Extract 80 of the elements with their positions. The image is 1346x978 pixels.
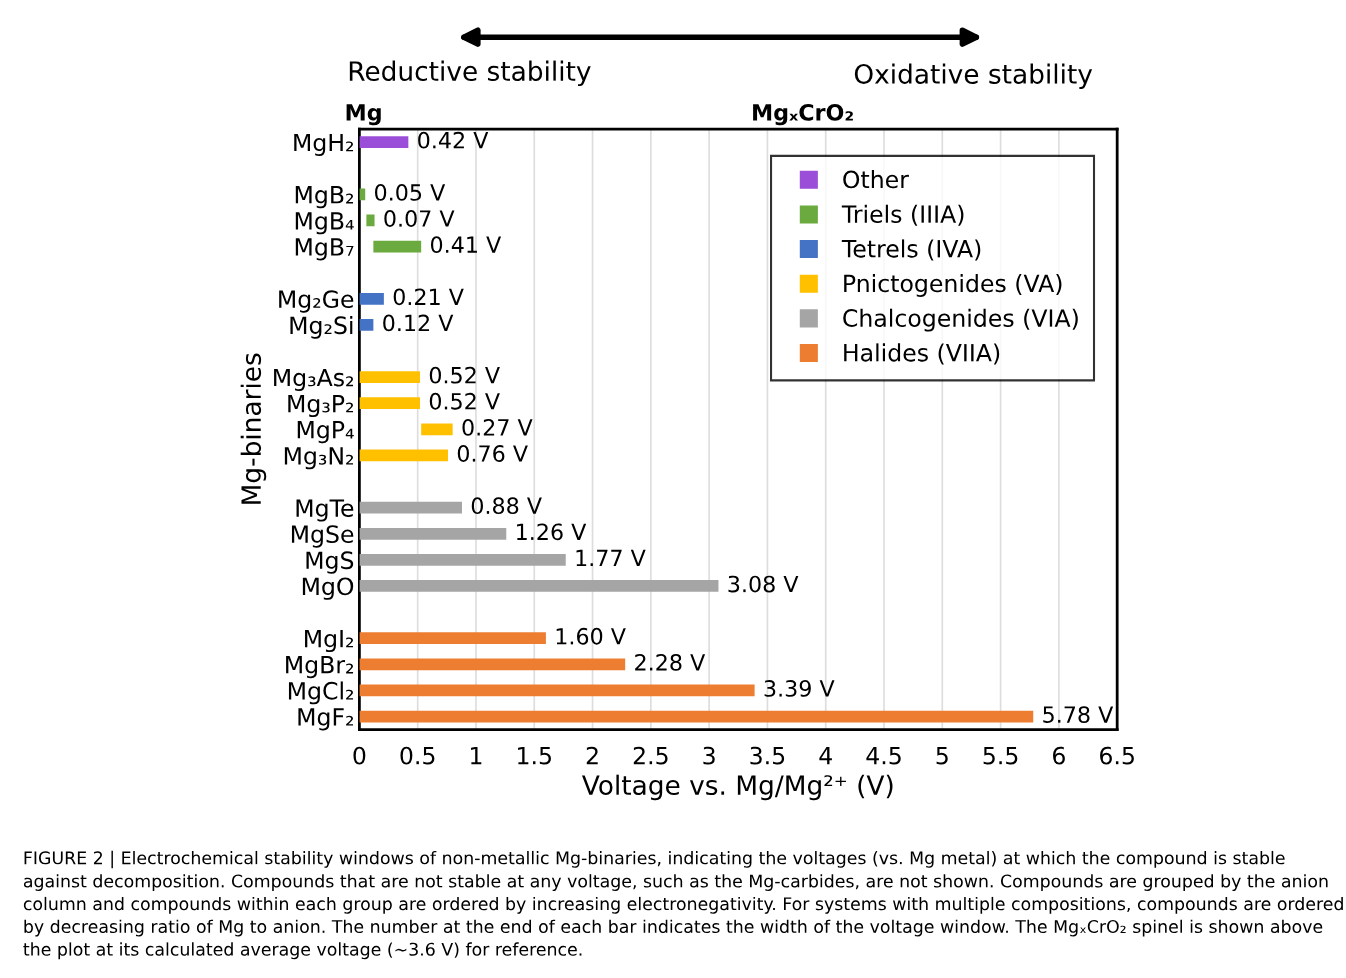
data-label: 0.07 V	[384, 210, 455, 227]
bar	[359, 527, 507, 540]
y-tick-label: MgB₄	[295, 212, 354, 235]
data-label: 1.60 V	[556, 627, 626, 645]
y-tick-label: MgS	[306, 551, 354, 574]
data-label: 0.42 V	[418, 131, 489, 149]
data-label: 0.27 V	[462, 418, 533, 436]
y-tick-label: MgF₂	[298, 708, 354, 731]
bar	[359, 710, 1034, 723]
x-tick-label: 2	[586, 746, 598, 765]
bar	[421, 423, 453, 436]
x-tick-label: 1	[471, 746, 482, 765]
text: Mg	[346, 104, 381, 126]
x-axis-title: Voltage vs. Mg/Mg²⁺ (V)	[581, 774, 893, 801]
bar	[359, 292, 384, 305]
text: MgₓCrO₂	[753, 103, 853, 126]
data-label: 3.08 V	[728, 575, 799, 593]
x-tick-label: 1.5	[518, 746, 551, 765]
y-tick-label: MgB₂	[295, 186, 354, 209]
bar	[359, 397, 421, 410]
y-tick-label: MgCl₂	[288, 681, 354, 705]
bar	[359, 658, 626, 671]
x-tick-label: 6.5	[1100, 746, 1134, 765]
bar	[366, 214, 375, 227]
y-tick-label: Mg₂Si	[290, 315, 353, 339]
legend-label: Halides (VIIA)	[844, 343, 1000, 365]
y-tick-label: MgH₂	[294, 133, 354, 157]
x-tick-label: 0	[353, 746, 366, 765]
legend-label: Tetrels (IVA)	[841, 239, 981, 261]
bar	[359, 684, 755, 697]
legend-label: Pnictogenides (VA)	[844, 274, 1062, 297]
bar	[359, 501, 462, 514]
y-tick-label: MgB₇	[295, 238, 354, 261]
data-label: 0.41 V	[430, 236, 502, 254]
bar	[359, 319, 374, 331]
y-tick-label: Mg₃N₂	[284, 447, 354, 470]
y-tick-label: Mg₃P₂	[288, 394, 354, 418]
data-label: 1.26 V	[517, 523, 587, 541]
y-tick-label: MgO	[302, 577, 354, 600]
text: Oxidative stability	[854, 63, 1093, 90]
x-tick-label: 5	[936, 746, 948, 765]
data-label: 0.88 V	[471, 497, 542, 515]
bar	[359, 136, 409, 149]
legend-label: Triels (IIIA)	[841, 204, 964, 226]
y-tick-label: Mg₃As₂	[274, 368, 354, 392]
y-tick-label: MgBr₂	[286, 656, 354, 679]
data-label: 1.77 V	[576, 549, 646, 567]
data-label: 5.78 V	[1043, 706, 1114, 723]
data-label: 0.05 V	[375, 184, 446, 201]
x-tick-label: 2.5	[633, 746, 668, 765]
bar	[359, 632, 546, 645]
x-tick-label: 0.5	[400, 746, 435, 765]
data-label: 0.21 V	[393, 288, 464, 306]
y-tick-label: Mg₂Ge	[279, 290, 354, 313]
y-axis-title: Mg-binaries	[240, 353, 267, 504]
data-label: 2.28 V	[635, 653, 706, 671]
bar	[359, 449, 448, 462]
data-label: 3.39 V	[764, 680, 835, 697]
bar	[359, 554, 566, 566]
x-tick-label: 6	[1053, 746, 1065, 765]
x-tick-label: 3	[703, 746, 715, 765]
x-tick-label: 5.5	[983, 746, 1018, 765]
bar	[373, 240, 422, 253]
y-tick-label: MgSe	[291, 525, 354, 548]
x-tick-label: 4	[819, 746, 832, 765]
bar	[359, 580, 719, 592]
y-tick-label: MgP₄	[297, 421, 354, 444]
legend-label: Chalcogenides (VIA)	[843, 308, 1078, 332]
data-label: 0.52 V	[429, 366, 500, 384]
data-label: 0.76 V	[457, 445, 528, 462]
legend-label: Other	[843, 170, 909, 189]
y-tick-label: MgTe	[296, 499, 354, 522]
text: Reductive stability	[349, 60, 591, 87]
caption: FIGURE 2 | Electrochemical stability windows of non-metallic Mg-binaries, indicating the voltages (vs. Mg metal) at which the compound is stable against decomposition. Compounds that are not stable at any voltage, such as the Mg-carbides, are not shown. Compounds are grouped by the anion column and compounds within each group are ordered by increasing electronegativity. For systems with multiple compositions, compounds are ordered by decreasing ratio of Mg to anion. The number at the end of each bar indicates the width of the voltage window. The MgₓCrO₂ spinel is shown above the plot at its calculated average voltage (∼3.6 V) for reference.	[23, 850, 1343, 960]
bar	[359, 371, 421, 383]
data-label: 0.12 V	[383, 314, 454, 332]
data-label: 0.52 V	[429, 392, 500, 410]
y-tick-label: MgI₂	[305, 629, 354, 653]
x-tick-label: 3.5	[750, 746, 785, 765]
x-tick-label: 4.5	[866, 746, 901, 765]
